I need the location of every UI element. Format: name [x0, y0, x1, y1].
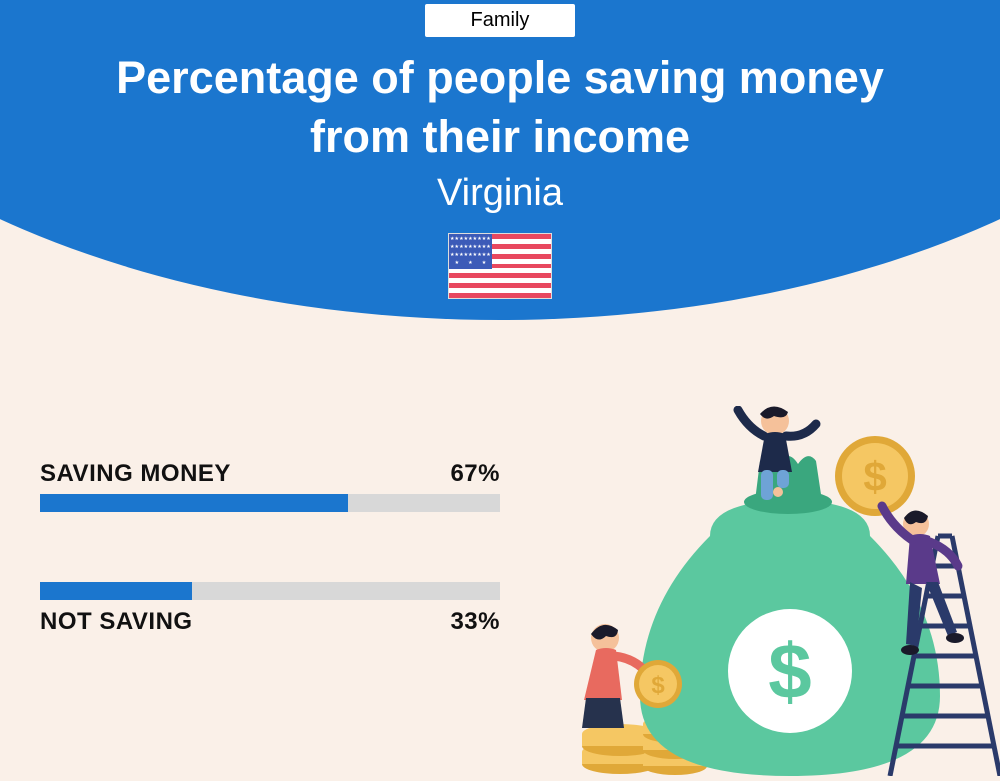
- bar-labels: NOT SAVING 33%: [40, 608, 500, 636]
- svg-text:$: $: [651, 672, 665, 699]
- bar-fill: [40, 494, 348, 512]
- bar-fill: [40, 582, 192, 600]
- location-subtitle: Virginia: [0, 172, 1000, 215]
- category-tag: Family: [425, 4, 576, 37]
- bar-value: 33%: [450, 608, 500, 636]
- bar-track: [40, 494, 500, 512]
- big-coin-icon: $: [835, 436, 915, 516]
- bar-chart: SAVING MONEY 67% NOT SAVING 33%: [40, 460, 500, 706]
- bar-value: 67%: [450, 460, 500, 488]
- usa-flag-icon: ★★★★★★★★★★★★★★★★★★★★★★★★★★★★★★: [448, 233, 552, 299]
- bar-labels: SAVING MONEY 67%: [40, 460, 500, 488]
- bar-track: [40, 582, 500, 600]
- bar-label: SAVING MONEY: [40, 460, 231, 488]
- bar-label: NOT SAVING: [40, 608, 193, 636]
- flag-canton: ★★★★★★★★★★★★★★★★★★★★★★★★★★★★★★: [449, 234, 492, 269]
- bar-row: SAVING MONEY 67%: [40, 460, 500, 512]
- header: Family Percentage of people saving money…: [0, 0, 1000, 304]
- bar-row: NOT SAVING 33%: [40, 582, 500, 636]
- money-illustration: $ $: [560, 406, 1000, 776]
- svg-text:$: $: [768, 627, 811, 715]
- svg-text:$: $: [863, 453, 886, 500]
- page-title: Percentage of people saving money from t…: [0, 49, 1000, 166]
